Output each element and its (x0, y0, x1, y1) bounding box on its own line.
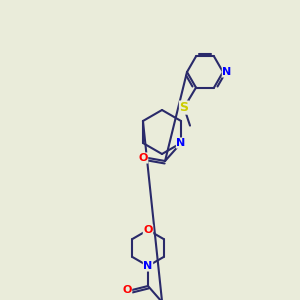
Text: O: O (122, 285, 132, 295)
Text: O: O (138, 153, 148, 163)
Text: N: N (222, 67, 232, 77)
Text: S: S (179, 101, 188, 114)
Text: O: O (143, 225, 153, 235)
Text: N: N (143, 261, 153, 271)
Text: N: N (176, 138, 186, 148)
